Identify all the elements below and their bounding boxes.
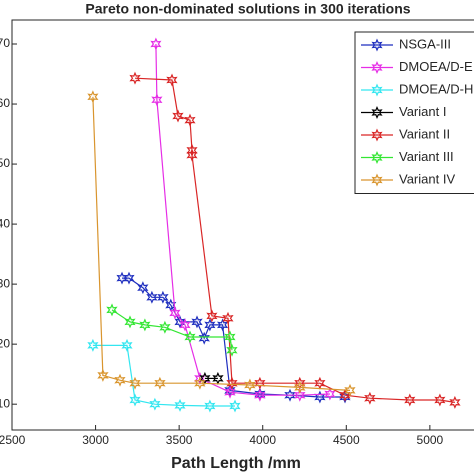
point-marker [166,73,178,87]
point-marker [294,388,306,402]
point-marker [137,281,149,295]
point-marker [124,315,136,329]
point-marker [226,343,238,357]
y-tick-label: 40 [0,216,10,230]
point-marker [194,376,206,390]
point-marker [129,393,141,407]
point-marker [129,376,141,390]
x-axis-label: Path Length /mm [171,455,301,472]
legend-marker [371,173,383,187]
point-marker [129,71,141,85]
x-tick-label: 3500 [166,433,193,447]
point-marker [224,330,236,344]
point-marker [212,371,224,385]
point-marker [114,373,126,387]
point-marker [224,383,236,397]
point-marker [123,271,135,285]
point-marker [191,315,203,329]
point-marker [204,318,216,332]
point-marker [434,393,446,407]
point-marker [121,338,133,352]
y-tick-label: 20 [0,336,10,350]
point-marker [172,109,184,123]
point-marker [254,376,266,390]
series-line [92,344,235,407]
y-tick-label: 70 [0,36,10,50]
point-marker [284,388,296,402]
point-marker [294,376,306,390]
x-tick-label: 4000 [249,433,276,447]
point-marker [169,306,181,320]
x-tick-label: 5000 [417,433,444,447]
plot-area [11,19,474,431]
legend-label: Variant III [399,149,454,164]
point-marker [151,93,163,107]
point-marker [198,331,210,345]
point-marker [179,318,191,332]
point-marker [106,303,118,317]
y-tick-label: 10 [0,396,10,410]
point-marker [206,309,218,323]
point-marker [229,399,241,413]
point-marker [174,315,186,329]
series-line [111,309,233,351]
y-tick-label: 30 [0,276,10,290]
point-marker [294,380,306,394]
legend-label: DMOEA/D-H [399,81,473,96]
point-marker [139,318,151,332]
point-marker [222,311,234,325]
legend-marker [371,106,383,119]
point-marker [87,90,99,104]
x-tick-label: 2500 [0,433,26,447]
point-marker [324,387,336,401]
x-tick-label: 3000 [82,433,109,447]
point-marker [150,37,162,51]
point-marker [404,393,416,407]
legend-label: Variant I [399,104,446,119]
series-line [92,96,351,391]
legend-label: Variant IV [399,171,455,186]
point-marker [244,378,256,392]
point-marker [174,398,186,412]
point-marker [97,368,109,382]
legend-label: Variant II [399,126,450,141]
y-tick-label: 60 [0,96,10,110]
y-tick-label: 50 [0,156,10,170]
legend-marker [371,61,383,74]
point-marker [254,388,266,402]
point-marker [186,143,198,157]
legend-marker [371,83,383,97]
point-marker [364,391,376,405]
legend-marker [371,128,383,142]
point-marker [184,113,196,127]
point-marker [154,376,166,390]
legend-label: DMOEA/D-E [399,59,473,74]
point-marker [217,318,229,332]
point-marker [204,399,216,413]
point-marker [226,376,238,390]
point-marker [184,330,196,344]
point-marker [449,395,461,409]
point-marker [149,397,161,411]
point-marker [224,385,236,399]
point-marker [157,290,169,304]
legend-label: NSGA-III [399,36,451,51]
legend-marker [371,151,383,164]
x-tick-label: 4500 [333,433,360,447]
point-marker [344,383,356,397]
point-marker [146,290,158,304]
legend-marker [371,38,383,52]
chart-title: Pareto non-dominated solutions in 300 it… [85,1,410,17]
point-marker [159,320,171,334]
point-marker [87,338,99,352]
point-marker [186,148,198,162]
series-line [155,43,330,396]
